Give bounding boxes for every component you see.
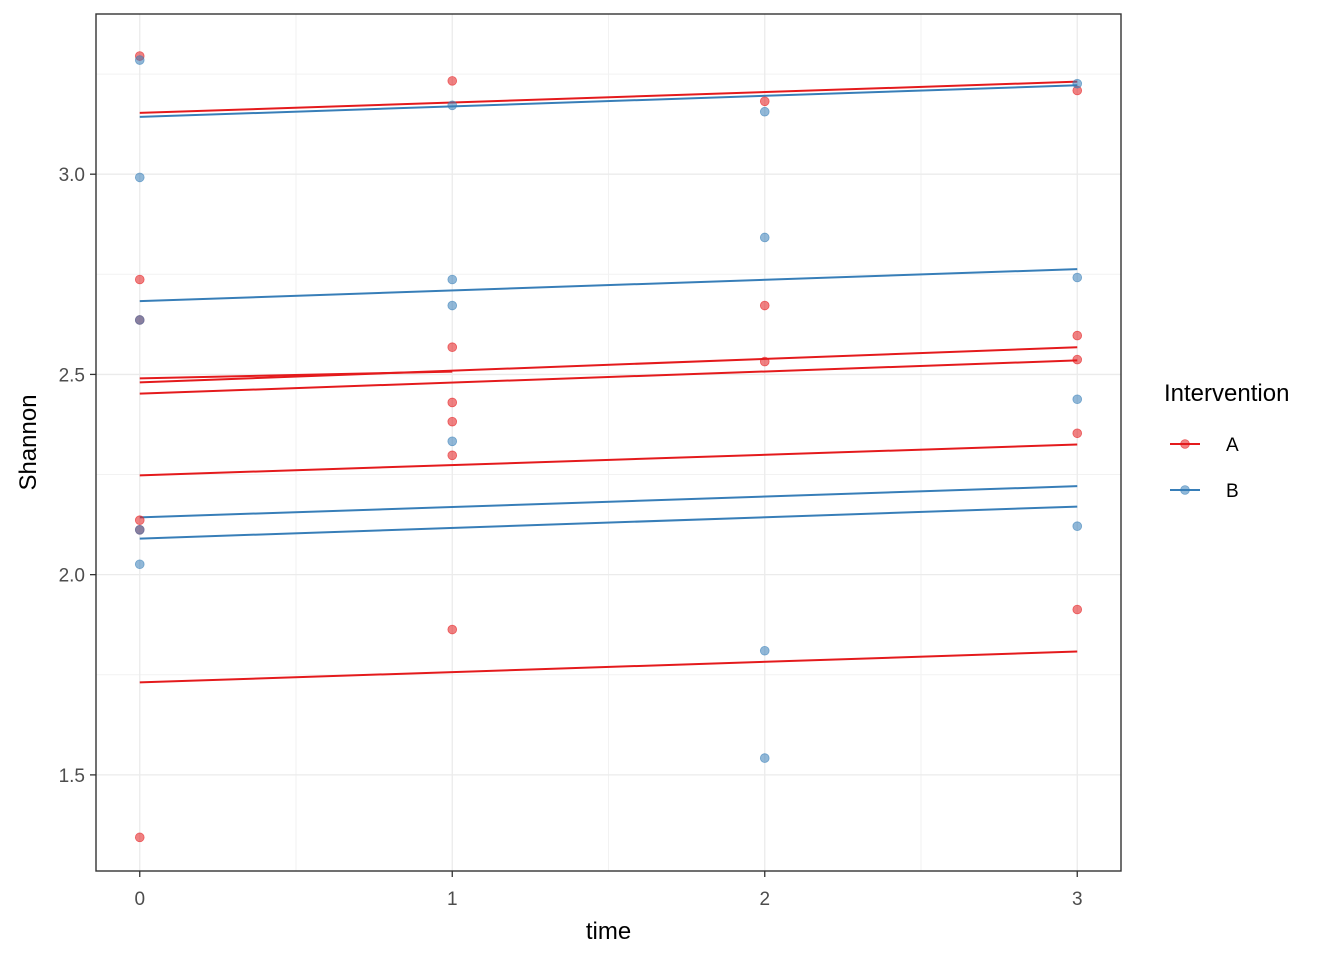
- point-a: [134, 832, 145, 843]
- legend: Intervention AB: [1164, 380, 1289, 502]
- point-a: [1072, 354, 1083, 365]
- point-b: [1072, 394, 1083, 405]
- legend-entries: AB: [1170, 435, 1239, 502]
- y-tick-label: 1.5: [59, 766, 85, 787]
- y-tick-label: 3.0: [59, 165, 85, 186]
- fit-line-a: [139, 650, 1078, 684]
- point-b: [1072, 272, 1083, 283]
- panel-border: [95, 13, 1122, 872]
- fit-line-a: [139, 359, 1078, 395]
- legend-label: B: [1226, 481, 1239, 502]
- legend-key-point: [1180, 485, 1190, 495]
- point-b: [134, 315, 145, 325]
- x-tick-label: 0: [134, 889, 145, 910]
- point-a: [447, 76, 458, 86]
- point-b: [759, 106, 770, 117]
- point-a: [759, 356, 770, 367]
- y-axis: 1.5 2.0 2.5 3.0: [59, 165, 96, 787]
- point-a: [447, 450, 458, 461]
- fit-line-a: [139, 80, 1078, 114]
- legend-key-point: [1180, 439, 1190, 449]
- point-a: [447, 416, 458, 427]
- fit-line-a: [139, 443, 1078, 477]
- legend-title: Intervention: [1164, 380, 1289, 407]
- x-tick-label: 1: [447, 889, 458, 910]
- point-b: [134, 172, 145, 183]
- point-a: [1072, 604, 1083, 615]
- data-points: [134, 51, 1083, 843]
- y-axis-title: Shannon: [15, 394, 42, 490]
- x-axis: 0 1 2 3: [134, 871, 1083, 910]
- point-b: [134, 525, 145, 535]
- point-b: [447, 100, 458, 111]
- fit-line-a: [139, 346, 1078, 384]
- point-a: [759, 300, 770, 311]
- point-a: [447, 397, 458, 408]
- point-a: [1072, 330, 1083, 341]
- point-b: [447, 300, 458, 311]
- point-b: [447, 274, 458, 285]
- point-b: [759, 645, 770, 656]
- major-gridlines: [96, 14, 1121, 871]
- fit-line-b: [139, 505, 1078, 540]
- point-b: [759, 232, 770, 243]
- point-a: [134, 515, 145, 525]
- point-b: [1072, 521, 1083, 531]
- plot-panel: [95, 13, 1122, 872]
- fit-line-b: [139, 84, 1078, 118]
- point-a: [134, 274, 145, 285]
- fit-line-b: [139, 268, 1078, 303]
- point-b: [759, 753, 770, 763]
- legend-label: A: [1226, 435, 1239, 456]
- x-tick-label: 3: [1072, 889, 1083, 910]
- point-b: [134, 559, 145, 570]
- point-a: [1072, 428, 1083, 439]
- point-a: [759, 96, 770, 107]
- point-b: [447, 436, 458, 447]
- fit-lines: [139, 80, 1078, 684]
- x-tick-label: 2: [759, 889, 770, 910]
- y-tick-label: 2.0: [59, 566, 85, 587]
- point-a: [447, 342, 458, 352]
- point-a: [447, 624, 458, 635]
- point-b: [134, 55, 145, 65]
- fit-line-b: [139, 485, 1078, 519]
- point-b: [1072, 78, 1083, 89]
- y-tick-label: 2.5: [59, 365, 85, 386]
- x-axis-title: time: [586, 918, 631, 945]
